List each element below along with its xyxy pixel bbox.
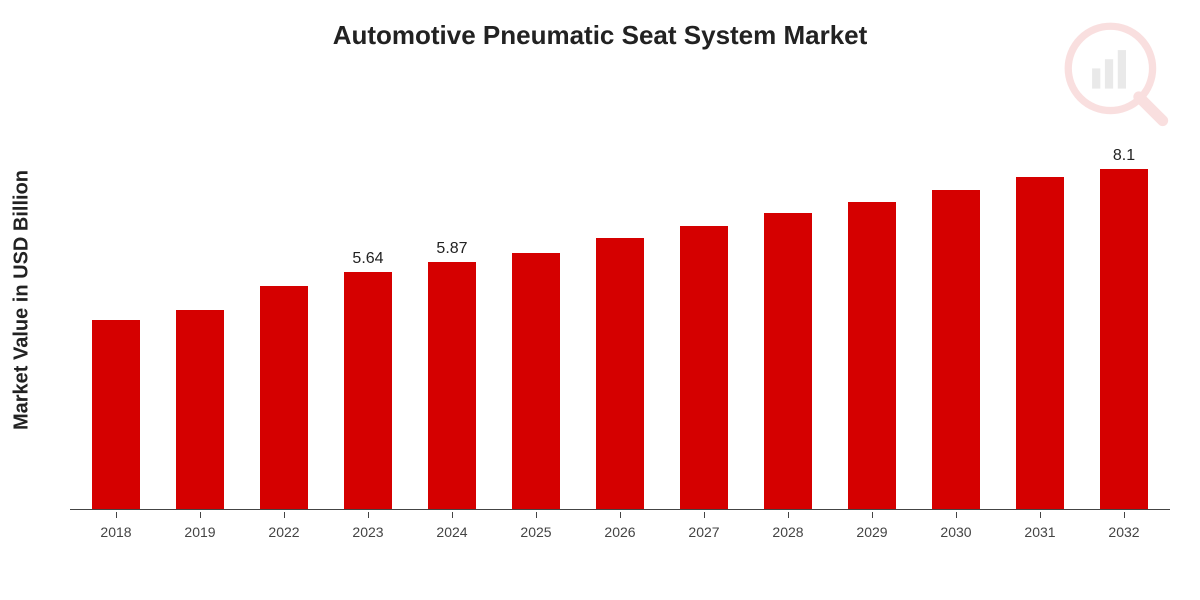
bar-column	[494, 110, 578, 509]
bar	[512, 253, 560, 509]
bar-column	[998, 110, 1082, 509]
x-tick: 2023	[326, 512, 410, 540]
x-tick-label: 2032	[1108, 524, 1139, 540]
bar	[1100, 169, 1148, 509]
tick-mark	[620, 512, 621, 518]
plot-area: 5.64 5.87 8.1	[70, 110, 1170, 510]
x-tick-label: 2019	[184, 524, 215, 540]
bar-column	[830, 110, 914, 509]
bars-container: 5.64 5.87 8.1	[70, 110, 1170, 509]
x-tick-label: 2028	[772, 524, 803, 540]
x-tick-label: 2027	[688, 524, 719, 540]
bar-value-label: 5.64	[352, 250, 383, 268]
tick-mark	[1124, 512, 1125, 518]
bar-column	[578, 110, 662, 509]
x-tick: 2025	[494, 512, 578, 540]
tick-mark	[368, 512, 369, 518]
bar	[764, 213, 812, 509]
tick-mark	[536, 512, 537, 518]
chart-title: Automotive Pneumatic Seat System Market	[0, 20, 1200, 51]
x-tick: 2026	[578, 512, 662, 540]
x-tick: 2027	[662, 512, 746, 540]
bar-column: 8.1	[1082, 110, 1166, 509]
bar	[260, 286, 308, 509]
x-tick-label: 2024	[436, 524, 467, 540]
x-tick-label: 2023	[352, 524, 383, 540]
x-tick: 2028	[746, 512, 830, 540]
tick-mark	[284, 512, 285, 518]
tick-mark	[704, 512, 705, 518]
bar	[92, 320, 140, 509]
x-tick-label: 2026	[604, 524, 635, 540]
bar	[344, 272, 392, 509]
bar-column	[74, 110, 158, 509]
x-tick: 2031	[998, 512, 1082, 540]
x-tick: 2032	[1082, 512, 1166, 540]
x-tick-label: 2030	[940, 524, 971, 540]
x-tick: 2019	[158, 512, 242, 540]
bar	[596, 238, 644, 509]
tick-mark	[200, 512, 201, 518]
x-tick-label: 2031	[1024, 524, 1055, 540]
bar-value-label: 8.1	[1113, 147, 1135, 165]
bar-column	[914, 110, 998, 509]
y-axis-label: Market Value in USD Billion	[11, 170, 34, 430]
x-axis: 2018 2019 2022 2023 2024 2025 2026 2027 2028 2029…	[70, 512, 1170, 540]
bar	[428, 262, 476, 509]
x-tick-label: 2029	[856, 524, 887, 540]
tick-mark	[116, 512, 117, 518]
tick-mark	[788, 512, 789, 518]
bar	[1016, 177, 1064, 509]
bar-column	[662, 110, 746, 509]
bar-column	[242, 110, 326, 509]
x-tick: 2024	[410, 512, 494, 540]
x-tick-label: 2022	[268, 524, 299, 540]
bar	[932, 190, 980, 509]
x-tick-label: 2018	[100, 524, 131, 540]
x-tick: 2018	[74, 512, 158, 540]
x-tick-label: 2025	[520, 524, 551, 540]
bar-column: 5.87	[410, 110, 494, 509]
x-tick: 2029	[830, 512, 914, 540]
bar	[848, 202, 896, 509]
bar	[680, 226, 728, 510]
tick-mark	[452, 512, 453, 518]
tick-mark	[1040, 512, 1041, 518]
bar-column	[746, 110, 830, 509]
tick-mark	[956, 512, 957, 518]
bar-column	[158, 110, 242, 509]
bar-value-label: 5.87	[436, 240, 467, 258]
bar-column: 5.64	[326, 110, 410, 509]
x-tick: 2022	[242, 512, 326, 540]
bar	[176, 310, 224, 510]
x-tick: 2030	[914, 512, 998, 540]
tick-mark	[872, 512, 873, 518]
